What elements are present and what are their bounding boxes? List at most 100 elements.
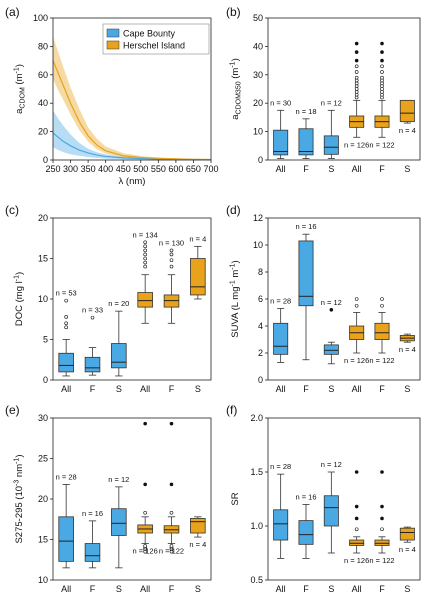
- n-label: n = 126: [344, 556, 369, 565]
- ylabel-sub: CDOM350: [236, 81, 243, 114]
- box-body: [399, 527, 415, 541]
- panel-label: (a): [5, 5, 20, 19]
- outlier-point: [143, 482, 147, 487]
- x-tick-label: 250: [45, 164, 60, 174]
- y-tick-label: 60: [38, 70, 48, 80]
- outlier-point: [354, 70, 359, 74]
- outlier-point: [354, 470, 359, 474]
- ylabel-main: DOC: [14, 305, 25, 326]
- x-tick-label: S: [404, 584, 410, 594]
- x-axis-label: λ (nm): [119, 176, 146, 187]
- box-2: n = 12: [321, 460, 342, 554]
- outlier-point: [143, 240, 147, 245]
- x-tick-label: 400: [98, 164, 113, 174]
- box-1: n = 16: [82, 509, 103, 569]
- y-axis-label: SR: [230, 492, 241, 505]
- ylabel-exp: -1: [14, 275, 21, 281]
- ylabel-main: a: [230, 114, 241, 120]
- outlier-point: [64, 298, 68, 303]
- y-tick-label: 50: [253, 13, 263, 23]
- box-body: [111, 343, 127, 369]
- ylabel-sub: CDOM: [20, 87, 27, 109]
- n-label: n = 30: [270, 98, 291, 107]
- box-0: n = 28: [56, 472, 77, 569]
- box-3: n = 126: [344, 297, 369, 365]
- outlier-point: [169, 248, 174, 253]
- y-tick-label: 4: [258, 321, 263, 331]
- legend-swatch-1: [106, 40, 120, 50]
- box-5: n = 4: [189, 516, 206, 549]
- box-body: [84, 356, 101, 373]
- box-body: [58, 516, 74, 562]
- outlier-point: [380, 50, 384, 54]
- x-tick-label: F: [303, 384, 309, 394]
- y-tick-label: 10: [253, 240, 263, 250]
- ylabel-exp2: -1: [14, 458, 21, 464]
- ylabel-unit: (10: [14, 486, 25, 502]
- n-label: n = 126: [133, 547, 158, 556]
- ylabel-exp: -3: [14, 480, 21, 486]
- outlier-point: [143, 260, 147, 265]
- panel-label: (e): [5, 403, 20, 417]
- box-body: [298, 128, 314, 156]
- y-tick-label: 80: [38, 41, 48, 51]
- box-body: [374, 539, 390, 546]
- box-body: [58, 352, 74, 373]
- outlier-point: [169, 544, 174, 548]
- outlier-point: [380, 58, 384, 63]
- box-body: [323, 344, 339, 355]
- n-label: n = 28: [56, 472, 77, 481]
- box-body: [273, 322, 289, 355]
- n-label: n = 12: [321, 298, 342, 307]
- ylabel-unit: (m: [230, 68, 241, 82]
- ylabel-main: SUVA: [230, 312, 241, 338]
- x-tick-label: 500: [133, 164, 148, 174]
- n-label: n = 12: [321, 460, 342, 469]
- outlier-point: [64, 325, 68, 330]
- x-tick-label: F: [90, 384, 96, 394]
- y-tick-label: 30: [253, 70, 263, 80]
- box-5: n = 4: [399, 333, 416, 354]
- n-label: n = 126: [344, 356, 369, 365]
- box-1: n = 16: [295, 492, 317, 559]
- panel-a: 0 20 40 60 80 100 250 300 350 400 450 500 550 600 650 7…: [5, 5, 219, 187]
- outlier-point: [64, 315, 68, 319]
- box-body: [323, 495, 339, 527]
- n-label: n = 4: [399, 545, 416, 554]
- box-body: [273, 509, 289, 541]
- legend-entry: Cape Bounty: [123, 29, 176, 39]
- x-tick-label: All: [276, 584, 286, 594]
- x-tick-label: S: [195, 584, 201, 594]
- ylabel-close: nm: [14, 464, 25, 480]
- ylabel-close: ): [14, 272, 25, 275]
- x-tick-label: S: [404, 164, 410, 174]
- ylabel-close: ): [230, 58, 241, 61]
- outlier-point: [143, 256, 147, 261]
- outlier-point: [90, 315, 95, 320]
- n-label: n = 4: [399, 126, 416, 135]
- y-tick-label: 12: [253, 213, 263, 223]
- box-body: [374, 322, 390, 340]
- n-label: n = 16: [295, 222, 316, 231]
- outlier-point: [169, 264, 174, 269]
- outlier-point: [354, 50, 359, 54]
- box-5: n = 4: [399, 526, 416, 554]
- legend-entry: Herschel Island: [123, 41, 185, 51]
- ylabel-close: ): [14, 64, 25, 67]
- ylabel-unit: (m: [14, 73, 25, 87]
- y-tick-label: 2.0: [250, 413, 263, 423]
- y-axis-label: S275-295 (10-3 nm-1): [14, 454, 26, 543]
- y-axis-label: aCDOM (m-1): [14, 64, 27, 114]
- plot-frame: [52, 417, 212, 581]
- ylabel-close: m: [230, 270, 241, 281]
- x-tick-label: All: [61, 384, 71, 394]
- x-tick-label: 450: [116, 164, 131, 174]
- y-tick-label: 40: [38, 98, 48, 108]
- y-tick-label: 0: [258, 375, 263, 385]
- x-tick-label: F: [169, 384, 175, 394]
- outlier-point: [354, 504, 359, 509]
- x-tick-label: F: [303, 164, 309, 174]
- x-tick-label: 650: [186, 164, 201, 174]
- box-3: n = 134: [133, 230, 158, 324]
- box-3: n = 126: [344, 470, 369, 565]
